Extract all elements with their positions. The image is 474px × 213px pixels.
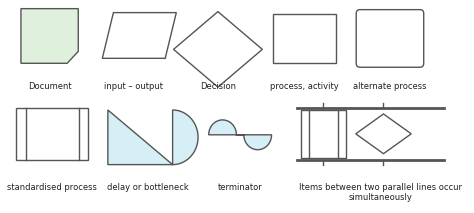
Text: Document: Document (28, 82, 72, 91)
Text: standardised process: standardised process (8, 183, 97, 191)
Polygon shape (209, 120, 272, 150)
Polygon shape (356, 114, 411, 154)
Polygon shape (108, 110, 198, 165)
Text: alternate process: alternate process (353, 82, 427, 91)
Bar (273, 14, 337, 63)
Bar (16, 108, 89, 160)
Text: delay or bottleneck: delay or bottleneck (107, 183, 189, 191)
FancyBboxPatch shape (356, 10, 424, 67)
Text: terminator: terminator (218, 183, 263, 191)
Text: process, activity: process, activity (271, 82, 339, 91)
Text: Items between two parallel lines occur
simultaneously: Items between two parallel lines occur s… (299, 183, 462, 202)
Text: Decision: Decision (200, 82, 236, 91)
Polygon shape (173, 12, 262, 87)
Bar (301, 110, 346, 158)
Polygon shape (21, 9, 78, 63)
Polygon shape (102, 13, 176, 58)
Text: input – output: input – output (104, 82, 163, 91)
